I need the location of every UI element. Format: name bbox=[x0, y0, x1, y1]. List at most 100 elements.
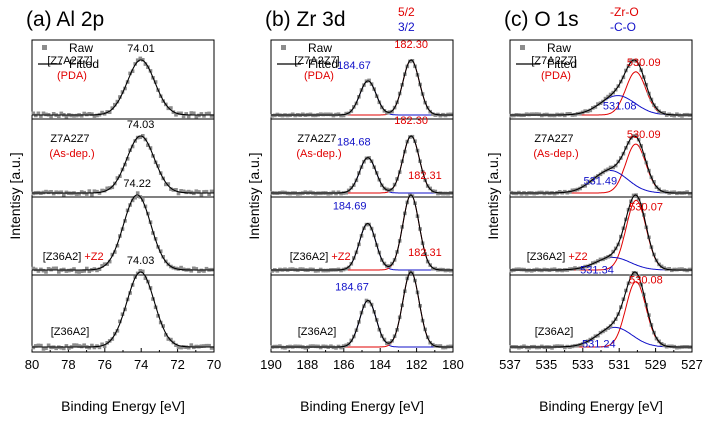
raw-point bbox=[202, 344, 206, 348]
raw-point bbox=[97, 267, 102, 271]
raw-point bbox=[176, 345, 181, 350]
panel-frame-2 bbox=[509, 39, 693, 353]
raw-point bbox=[44, 270, 48, 274]
sample-label: [Z36A2] bbox=[290, 251, 329, 263]
raw-point bbox=[146, 143, 150, 147]
raw-point bbox=[113, 102, 117, 107]
raw-point bbox=[331, 113, 336, 118]
raw-point bbox=[34, 344, 38, 348]
raw-point bbox=[90, 343, 94, 348]
raw-point bbox=[184, 112, 188, 116]
raw-point bbox=[115, 176, 120, 180]
raw-point bbox=[296, 344, 300, 349]
raw-point bbox=[535, 112, 539, 116]
sample-label: [Z36A2] bbox=[43, 251, 82, 263]
raw-point bbox=[49, 190, 53, 194]
raw-point bbox=[301, 112, 305, 117]
raw-point bbox=[270, 269, 275, 273]
raw-point bbox=[603, 96, 608, 101]
x-tick-label: 535 bbox=[536, 357, 558, 372]
peak-label: 74.03 bbox=[127, 119, 155, 131]
raw-point bbox=[339, 345, 343, 350]
raw-point bbox=[522, 344, 526, 348]
raw-point bbox=[115, 243, 120, 248]
raw-point bbox=[118, 95, 122, 99]
raw-point bbox=[311, 344, 315, 348]
title-annot-top: -Zr-O bbox=[610, 5, 639, 19]
raw-point bbox=[303, 190, 308, 194]
x-axis-label: Binding Energy [eV] bbox=[300, 398, 424, 414]
raw-point bbox=[97, 191, 102, 195]
raw-point bbox=[141, 58, 145, 62]
raw-point bbox=[102, 344, 107, 349]
raw-point bbox=[675, 345, 679, 350]
raw-point bbox=[90, 192, 94, 197]
peak-label: 530.09 bbox=[627, 129, 661, 141]
raw-point bbox=[138, 56, 143, 61]
x-tick-label: 527 bbox=[681, 357, 703, 372]
raw-point bbox=[197, 269, 201, 274]
peak-label: 184.69 bbox=[333, 200, 367, 212]
raw-point bbox=[39, 267, 43, 272]
raw-point bbox=[181, 189, 186, 194]
raw-point bbox=[316, 268, 320, 273]
raw-point bbox=[339, 191, 343, 196]
raw-point bbox=[46, 343, 51, 348]
raw-point bbox=[202, 114, 206, 118]
raw-point bbox=[608, 253, 613, 258]
raw-point bbox=[36, 269, 41, 273]
raw-point bbox=[677, 267, 682, 271]
raw-point bbox=[186, 345, 191, 350]
y-axis-label: Intentisy [a.u.] bbox=[7, 152, 23, 239]
raw-point bbox=[563, 113, 567, 118]
raw-point bbox=[303, 346, 308, 350]
x-tick-label: 184 bbox=[369, 357, 391, 372]
raw-point bbox=[313, 191, 318, 196]
raw-point bbox=[517, 345, 521, 350]
raw-point bbox=[283, 267, 287, 272]
fitted-curve bbox=[510, 59, 692, 116]
panel-title: (b) Zr 3d bbox=[265, 8, 346, 31]
raw-point bbox=[565, 112, 570, 116]
raw-point bbox=[72, 114, 76, 118]
raw-point bbox=[209, 114, 214, 118]
sample-label: [Z7A2Z7] bbox=[531, 55, 576, 67]
raw-point bbox=[110, 185, 115, 190]
raw-point bbox=[290, 112, 295, 117]
raw-point bbox=[161, 324, 165, 328]
raw-point bbox=[588, 263, 593, 268]
raw-point bbox=[341, 113, 346, 118]
raw-point bbox=[308, 344, 313, 348]
x-tick-label: 533 bbox=[572, 357, 594, 372]
x-tick-label: 70 bbox=[207, 357, 221, 372]
legend-raw-label: Raw bbox=[69, 41, 93, 55]
raw-point bbox=[72, 267, 76, 271]
raw-point bbox=[540, 344, 544, 349]
raw-point bbox=[95, 189, 99, 194]
raw-point bbox=[313, 269, 318, 273]
raw-point bbox=[321, 268, 325, 273]
raw-point bbox=[532, 191, 536, 196]
raw-point bbox=[573, 266, 577, 270]
raw-point bbox=[82, 343, 86, 347]
raw-point bbox=[550, 346, 554, 350]
raw-point bbox=[524, 112, 529, 116]
raw-point bbox=[667, 267, 671, 271]
raw-point bbox=[202, 190, 206, 194]
raw-point bbox=[209, 346, 214, 350]
raw-point bbox=[72, 343, 76, 347]
raw-point bbox=[79, 269, 84, 273]
raw-point bbox=[441, 345, 445, 350]
peak-label: 530.07 bbox=[629, 201, 663, 213]
raw-point bbox=[339, 268, 343, 273]
y-axis-label: Intentisy [a.u.] bbox=[485, 152, 501, 239]
raw-point bbox=[67, 268, 71, 273]
sample-sublabel: (As-dep.) bbox=[49, 148, 94, 160]
raw-point bbox=[179, 189, 183, 193]
raw-point bbox=[529, 269, 534, 273]
raw-point bbox=[57, 114, 61, 118]
raw-point bbox=[164, 333, 168, 337]
raw-point bbox=[659, 189, 664, 194]
fitted-curve bbox=[32, 194, 214, 271]
